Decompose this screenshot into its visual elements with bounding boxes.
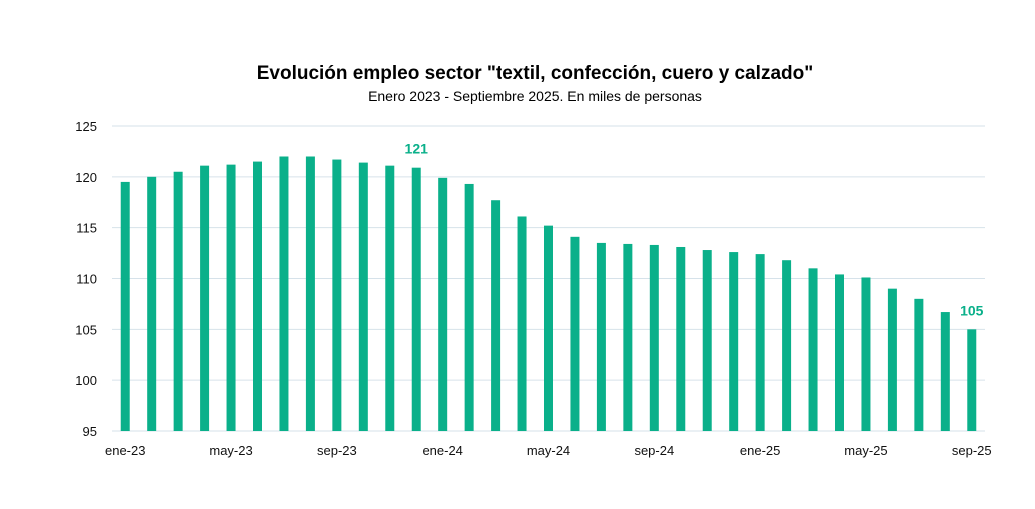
bar-ene-24 <box>438 177 448 431</box>
data-label: 121 <box>405 141 429 157</box>
bar-oct-24 <box>676 246 686 431</box>
x-tick-label: ene-25 <box>740 443 780 458</box>
bar-nov-23 <box>385 165 395 431</box>
y-tick-label: 115 <box>76 221 97 236</box>
bar-feb-25 <box>782 260 792 431</box>
bar-abr-24 <box>517 216 527 431</box>
x-tick-label: may-24 <box>527 443 570 458</box>
x-tick-label: ene-23 <box>105 443 145 458</box>
bar-feb-23 <box>147 176 157 431</box>
bar-may-23 <box>226 164 236 431</box>
y-tick-label: 110 <box>76 272 97 287</box>
y-tick-label: 125 <box>75 119 97 134</box>
y-tick-label: 120 <box>75 170 97 185</box>
bar-abr-23 <box>200 165 210 431</box>
chart-subtitle: Enero 2023 - Septiembre 2025. En miles d… <box>368 88 702 104</box>
bar-ago-23 <box>305 156 315 431</box>
bar-dic-23 <box>411 167 421 431</box>
bars <box>120 156 977 432</box>
bar-sep-24 <box>649 244 659 431</box>
bar-dic-24 <box>729 252 739 431</box>
bar-mar-25 <box>808 268 818 431</box>
bar-sep-23 <box>332 159 342 432</box>
x-tick-label: may-23 <box>209 443 252 458</box>
bar-jun-23 <box>253 161 262 432</box>
bar-jul-23 <box>279 156 289 431</box>
bar-jul-25 <box>914 298 924 431</box>
bar-ago-25 <box>940 312 950 431</box>
bar-oct-23 <box>358 162 368 431</box>
bar-mar-24 <box>491 200 501 431</box>
x-tick-label: may-25 <box>844 443 887 458</box>
bar-mar-23 <box>173 171 183 431</box>
bar-ago-24 <box>623 243 633 431</box>
bar-nov-24 <box>702 250 712 431</box>
x-axis-ticks: ene-23 may-23 sep-23 ene-24 may-24 sep-24 ene-… <box>105 443 992 458</box>
bar-ene-23 <box>120 181 130 431</box>
bar-sep-25 <box>967 329 977 431</box>
x-tick-label: sep-25 <box>952 443 992 458</box>
y-tick-label: 95 <box>83 424 97 439</box>
x-tick-label: sep-23 <box>317 443 357 458</box>
bar-jun-25 <box>887 288 897 431</box>
x-tick-label: ene-24 <box>422 443 462 458</box>
bar-ene-25 <box>755 254 765 431</box>
chart-title: Evolución empleo sector "textil, confecc… <box>257 63 814 84</box>
bar-jul-24 <box>596 242 606 431</box>
y-axis-ticks: 95 100 105 110 115 120 125 <box>75 119 97 439</box>
bar-jun-24 <box>570 236 580 431</box>
bar-may-24 <box>544 225 553 431</box>
bar-may-25 <box>861 277 871 431</box>
data-label: 105 <box>960 302 984 318</box>
x-tick-label: sep-24 <box>634 443 674 458</box>
bar-abr-25 <box>835 274 844 431</box>
y-tick-label: 105 <box>75 322 97 337</box>
bar-feb-24 <box>464 183 474 431</box>
y-tick-label: 100 <box>75 373 97 388</box>
annotations: 121 105 <box>405 141 984 319</box>
